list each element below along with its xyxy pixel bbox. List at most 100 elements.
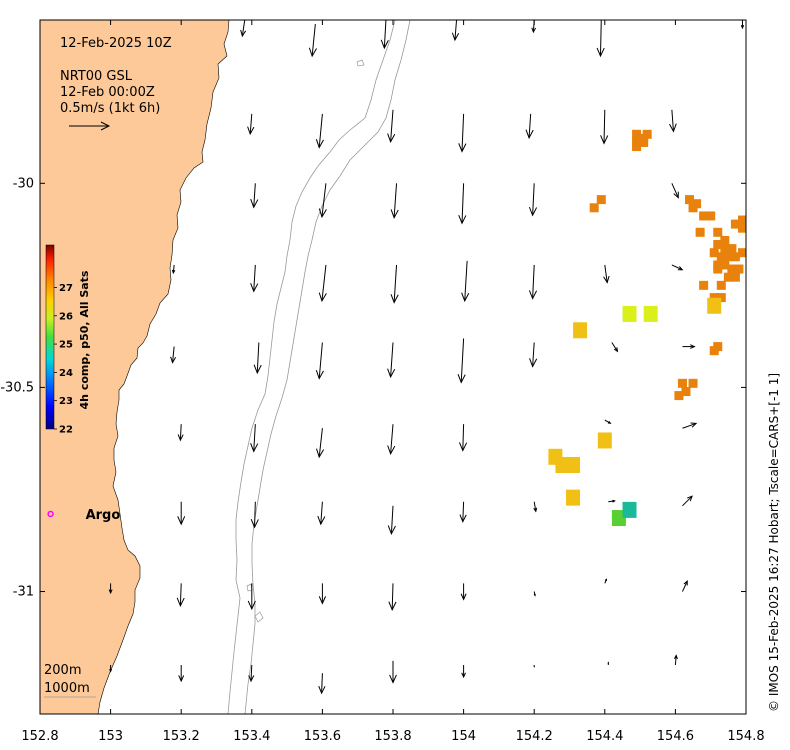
bathymetry-legend-1000m: 1000m xyxy=(44,681,90,696)
coastline-land xyxy=(40,20,230,714)
sst-cell xyxy=(737,248,746,258)
sst-cell xyxy=(611,510,626,527)
current-vector xyxy=(529,342,538,368)
sst-cell xyxy=(727,244,737,254)
lat-tick-label-0: -30 xyxy=(13,176,34,191)
sst-cell xyxy=(730,252,740,262)
sst-cell xyxy=(720,235,730,245)
current-vector xyxy=(528,183,538,217)
current-vector xyxy=(682,344,696,349)
lat-tick-label-2: -31 xyxy=(13,585,34,600)
current-vector xyxy=(250,424,259,453)
current-vector xyxy=(387,505,396,536)
sst-cell xyxy=(699,211,709,221)
current-vector xyxy=(247,583,256,611)
current-vector xyxy=(318,673,326,695)
sst-cell xyxy=(734,264,744,274)
sst-cells xyxy=(548,129,746,527)
sst-cell xyxy=(643,305,658,322)
colorbar-gradient xyxy=(45,244,55,430)
sst-cell xyxy=(681,386,691,396)
sst-cell xyxy=(713,264,723,274)
sst-cell xyxy=(597,432,612,449)
current-vector xyxy=(308,24,317,58)
sst-cell xyxy=(555,456,570,473)
argo-label: Argo xyxy=(86,508,121,523)
current-vector xyxy=(318,583,327,605)
current-vector xyxy=(315,342,324,380)
sst-cell xyxy=(713,342,723,352)
current-vector xyxy=(250,264,259,293)
axis-tick-labels: 152.8 153 153.2 153.4 153.6 153.8 154 154.2 154.… xyxy=(0,176,764,744)
current-vector xyxy=(603,264,610,284)
lat-tick-label-1: -30.5 xyxy=(0,380,34,395)
current-vector xyxy=(457,338,466,384)
sst-cell xyxy=(713,240,723,250)
sst-cell xyxy=(622,501,637,518)
bathymetry-200m xyxy=(227,20,396,714)
current-vector xyxy=(461,260,470,303)
axis-ticks xyxy=(39,20,747,714)
current-vector xyxy=(669,109,677,133)
current-vector xyxy=(390,264,399,304)
current-vector xyxy=(604,578,607,584)
current-vector xyxy=(459,501,467,523)
lon-tick-label-5: 153.8 xyxy=(374,729,411,744)
sst-cell xyxy=(727,264,737,274)
current-vector xyxy=(247,113,255,136)
vector-scale-arrow xyxy=(69,121,111,131)
current-vector xyxy=(250,501,259,529)
sst-cell xyxy=(716,252,726,262)
lon-tick-label-9: 154.6 xyxy=(657,729,694,744)
colorbar-ticks: 22 23 24 25 26 27 xyxy=(54,283,73,436)
sst-cell xyxy=(685,195,695,205)
sst-cell xyxy=(622,305,637,322)
sst-cell xyxy=(737,223,746,233)
current-vector xyxy=(389,660,397,684)
current-vector xyxy=(318,264,327,303)
sst-cell xyxy=(692,199,702,209)
sst-cell xyxy=(707,297,722,314)
sst-cell xyxy=(695,227,705,237)
near-shore-vector xyxy=(171,264,176,275)
sst-cell xyxy=(720,244,730,254)
lon-tick-label-2: 153.2 xyxy=(163,729,200,744)
sst-cell xyxy=(720,260,730,270)
sst-cell xyxy=(632,137,642,147)
current-vector xyxy=(316,428,325,459)
sst-cell xyxy=(639,137,649,147)
current-vector xyxy=(458,424,468,452)
sst-cell xyxy=(730,272,740,282)
current-vector xyxy=(390,183,399,219)
lon-tick-label-7: 154.2 xyxy=(516,729,553,744)
current-vector xyxy=(533,665,535,668)
current-vector xyxy=(253,342,262,375)
sst-cell xyxy=(642,129,652,139)
current-vector xyxy=(388,583,397,611)
sst-cell xyxy=(674,391,684,401)
sst-cell xyxy=(709,248,719,258)
colorbar-tick-label-3: 25 xyxy=(59,340,73,351)
current-vector xyxy=(380,20,389,50)
lon-tick-label-1: 153 xyxy=(98,729,123,744)
colorbar-tick-label-2: 24 xyxy=(59,368,73,379)
colorbar-tick-label-1: 23 xyxy=(59,396,73,407)
current-vector xyxy=(458,183,467,225)
current-vector xyxy=(461,665,466,679)
lon-tick-label-3: 153.4 xyxy=(233,729,270,744)
current-vector xyxy=(318,183,327,219)
near-shore-vector xyxy=(108,583,113,595)
current-vector xyxy=(317,501,326,526)
argo-float-marker[interactable] xyxy=(47,510,54,518)
current-vector xyxy=(604,419,612,424)
current-vector xyxy=(608,499,616,503)
current-vector xyxy=(671,264,684,271)
current-vector xyxy=(387,342,396,379)
map-datetime: 12-Feb-2025 10Z xyxy=(60,36,172,51)
sst-cell xyxy=(677,378,687,388)
current-vector xyxy=(682,580,688,592)
bathymetry-1000m xyxy=(244,20,411,714)
sst-cell xyxy=(566,456,581,473)
near-shore-vector xyxy=(177,424,184,442)
